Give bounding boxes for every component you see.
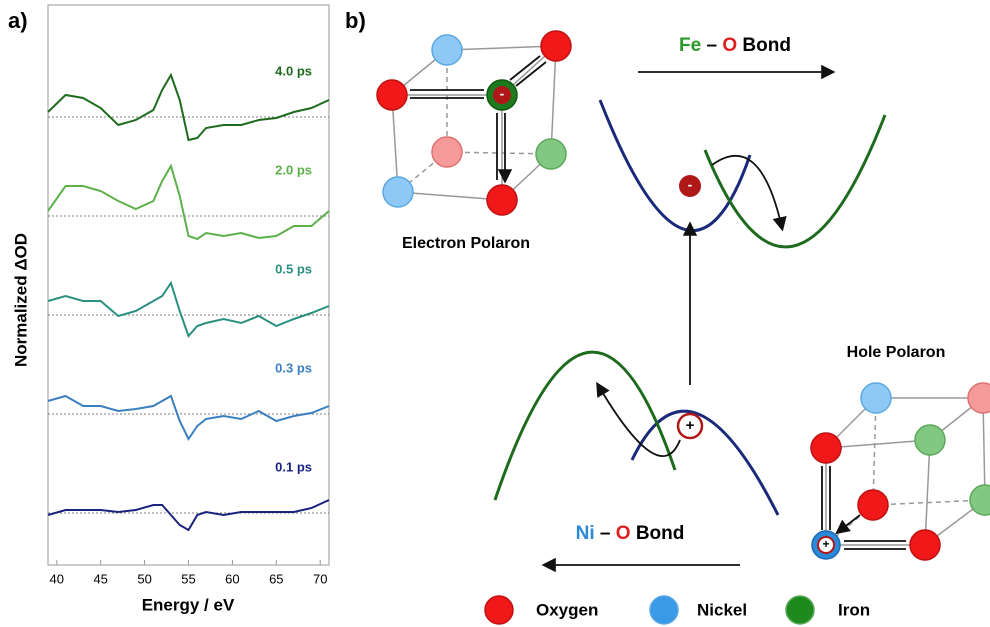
barrier	[495, 352, 675, 500]
charge: -	[500, 86, 505, 102]
label-part: Bond	[742, 35, 791, 56]
x-tick-label: 60	[225, 571, 239, 586]
series-label: 2.0 ps	[275, 162, 312, 177]
trace	[48, 283, 329, 336]
label-part: Fe	[679, 35, 701, 56]
x-tick-label: 70	[313, 571, 327, 586]
x-tick-label: 50	[137, 571, 151, 586]
y-axis-label: Normalized ΔOD	[11, 233, 30, 367]
legend-label: Iron	[838, 600, 870, 619]
barrier	[632, 411, 778, 515]
legend: Oxygen Nickel Iron	[485, 596, 870, 624]
label-part: –	[707, 35, 718, 56]
charge: +	[686, 417, 695, 434]
x-tick-label: 55	[181, 571, 195, 586]
series-label: 4.0 ps	[275, 63, 312, 78]
x-tick-label: 40	[50, 571, 64, 586]
hole-cube: +	[811, 383, 990, 560]
panel-label: b)	[345, 8, 366, 33]
charge: +	[822, 537, 829, 551]
legend-label: Nickel	[697, 600, 747, 619]
label-part: Ni	[576, 523, 595, 544]
well	[600, 100, 750, 231]
label-part: O	[722, 35, 737, 56]
plot-frame	[48, 5, 329, 565]
x-tick-label: 65	[269, 571, 283, 586]
trace	[48, 500, 329, 530]
label-part: Bond	[636, 523, 685, 544]
fe-o-bond-label: Fe – O Bond	[679, 35, 791, 56]
series-label: 0.5 ps	[275, 261, 312, 276]
figure: a) b) Normalized ΔOD Energy / eV 40 45 50 5…	[0, 0, 990, 627]
label-part: –	[600, 523, 611, 544]
electron-polaron-label: Electron Polaron	[402, 235, 530, 252]
legend-label: Oxygen	[536, 600, 598, 619]
diagram: - Electron Polaron Fe – O Bond - + Ni – …	[377, 31, 990, 624]
series-label: 0.3 ps	[275, 360, 312, 375]
well	[705, 115, 885, 247]
hole-polaron-label: Hole Polaron	[847, 344, 946, 361]
series-label: 0.1 ps	[275, 459, 312, 474]
trace	[48, 75, 329, 140]
x-tick-label: 45	[93, 571, 107, 586]
panel-label: a)	[8, 8, 28, 33]
x-axis-label: Energy / eV	[142, 595, 235, 614]
spectra-chart: Normalized ΔOD Energy / eV 40 45 50 55 60 65 7…	[11, 5, 329, 614]
trace	[48, 396, 329, 439]
charge: -	[688, 177, 693, 193]
electron-cube: -	[377, 31, 571, 215]
ni-o-bond-label: Ni – O Bond	[576, 523, 685, 544]
label-part: O	[616, 523, 631, 544]
